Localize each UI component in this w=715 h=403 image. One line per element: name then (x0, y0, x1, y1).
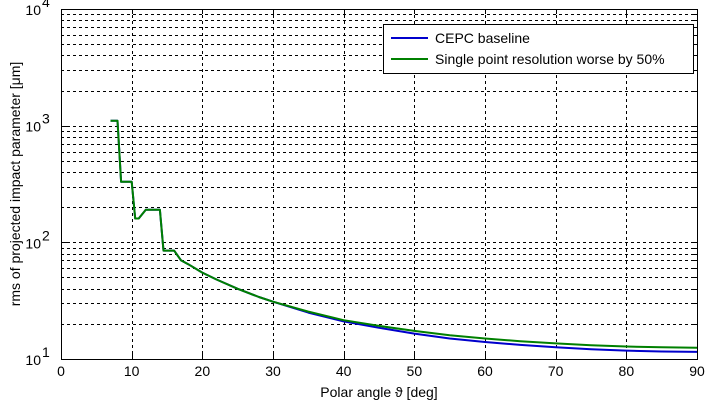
x-tick-label: 70 (548, 363, 564, 379)
x-tick-label: 60 (477, 363, 493, 379)
y-tick-label-exponent: 1 (42, 344, 50, 360)
legend-label: Single point resolution worse by 50% (435, 51, 665, 67)
x-tick-label: 0 (57, 363, 65, 379)
x-tick-label: 30 (265, 363, 281, 379)
series-line-worse-resolution (110, 119, 698, 349)
x-tick-label: 40 (336, 363, 352, 379)
y-tick-label: 10 (25, 2, 41, 18)
x-tick-label: 80 (619, 363, 635, 379)
x-tick-label: 90 (689, 363, 705, 379)
x-tick-label: 20 (195, 363, 211, 379)
y-tick-label-exponent: 3 (42, 111, 50, 127)
legend-label: CEPC baseline (435, 30, 530, 46)
x-tick-label: 50 (407, 363, 423, 379)
axis-ticks (61, 9, 698, 359)
y-tick-label: 10 (25, 235, 41, 251)
y-tick-label: 10 (25, 352, 41, 368)
grid (61, 9, 697, 359)
x-axis-label: Polar angle ϑ [deg] (320, 384, 437, 400)
y-axis-label: rms of projected impact parameter [μm] (7, 62, 23, 307)
y-tick-label-exponent: 4 (42, 0, 50, 10)
y-tick-label: 10 (25, 119, 41, 135)
x-tick-label: 10 (124, 363, 140, 379)
series-lines (110, 119, 698, 353)
legend-box (383, 24, 694, 74)
legend: CEPC baseline Single point resolution wor… (383, 24, 694, 74)
y-tick-label-exponent: 2 (42, 227, 50, 243)
plot-frame (61, 9, 698, 360)
